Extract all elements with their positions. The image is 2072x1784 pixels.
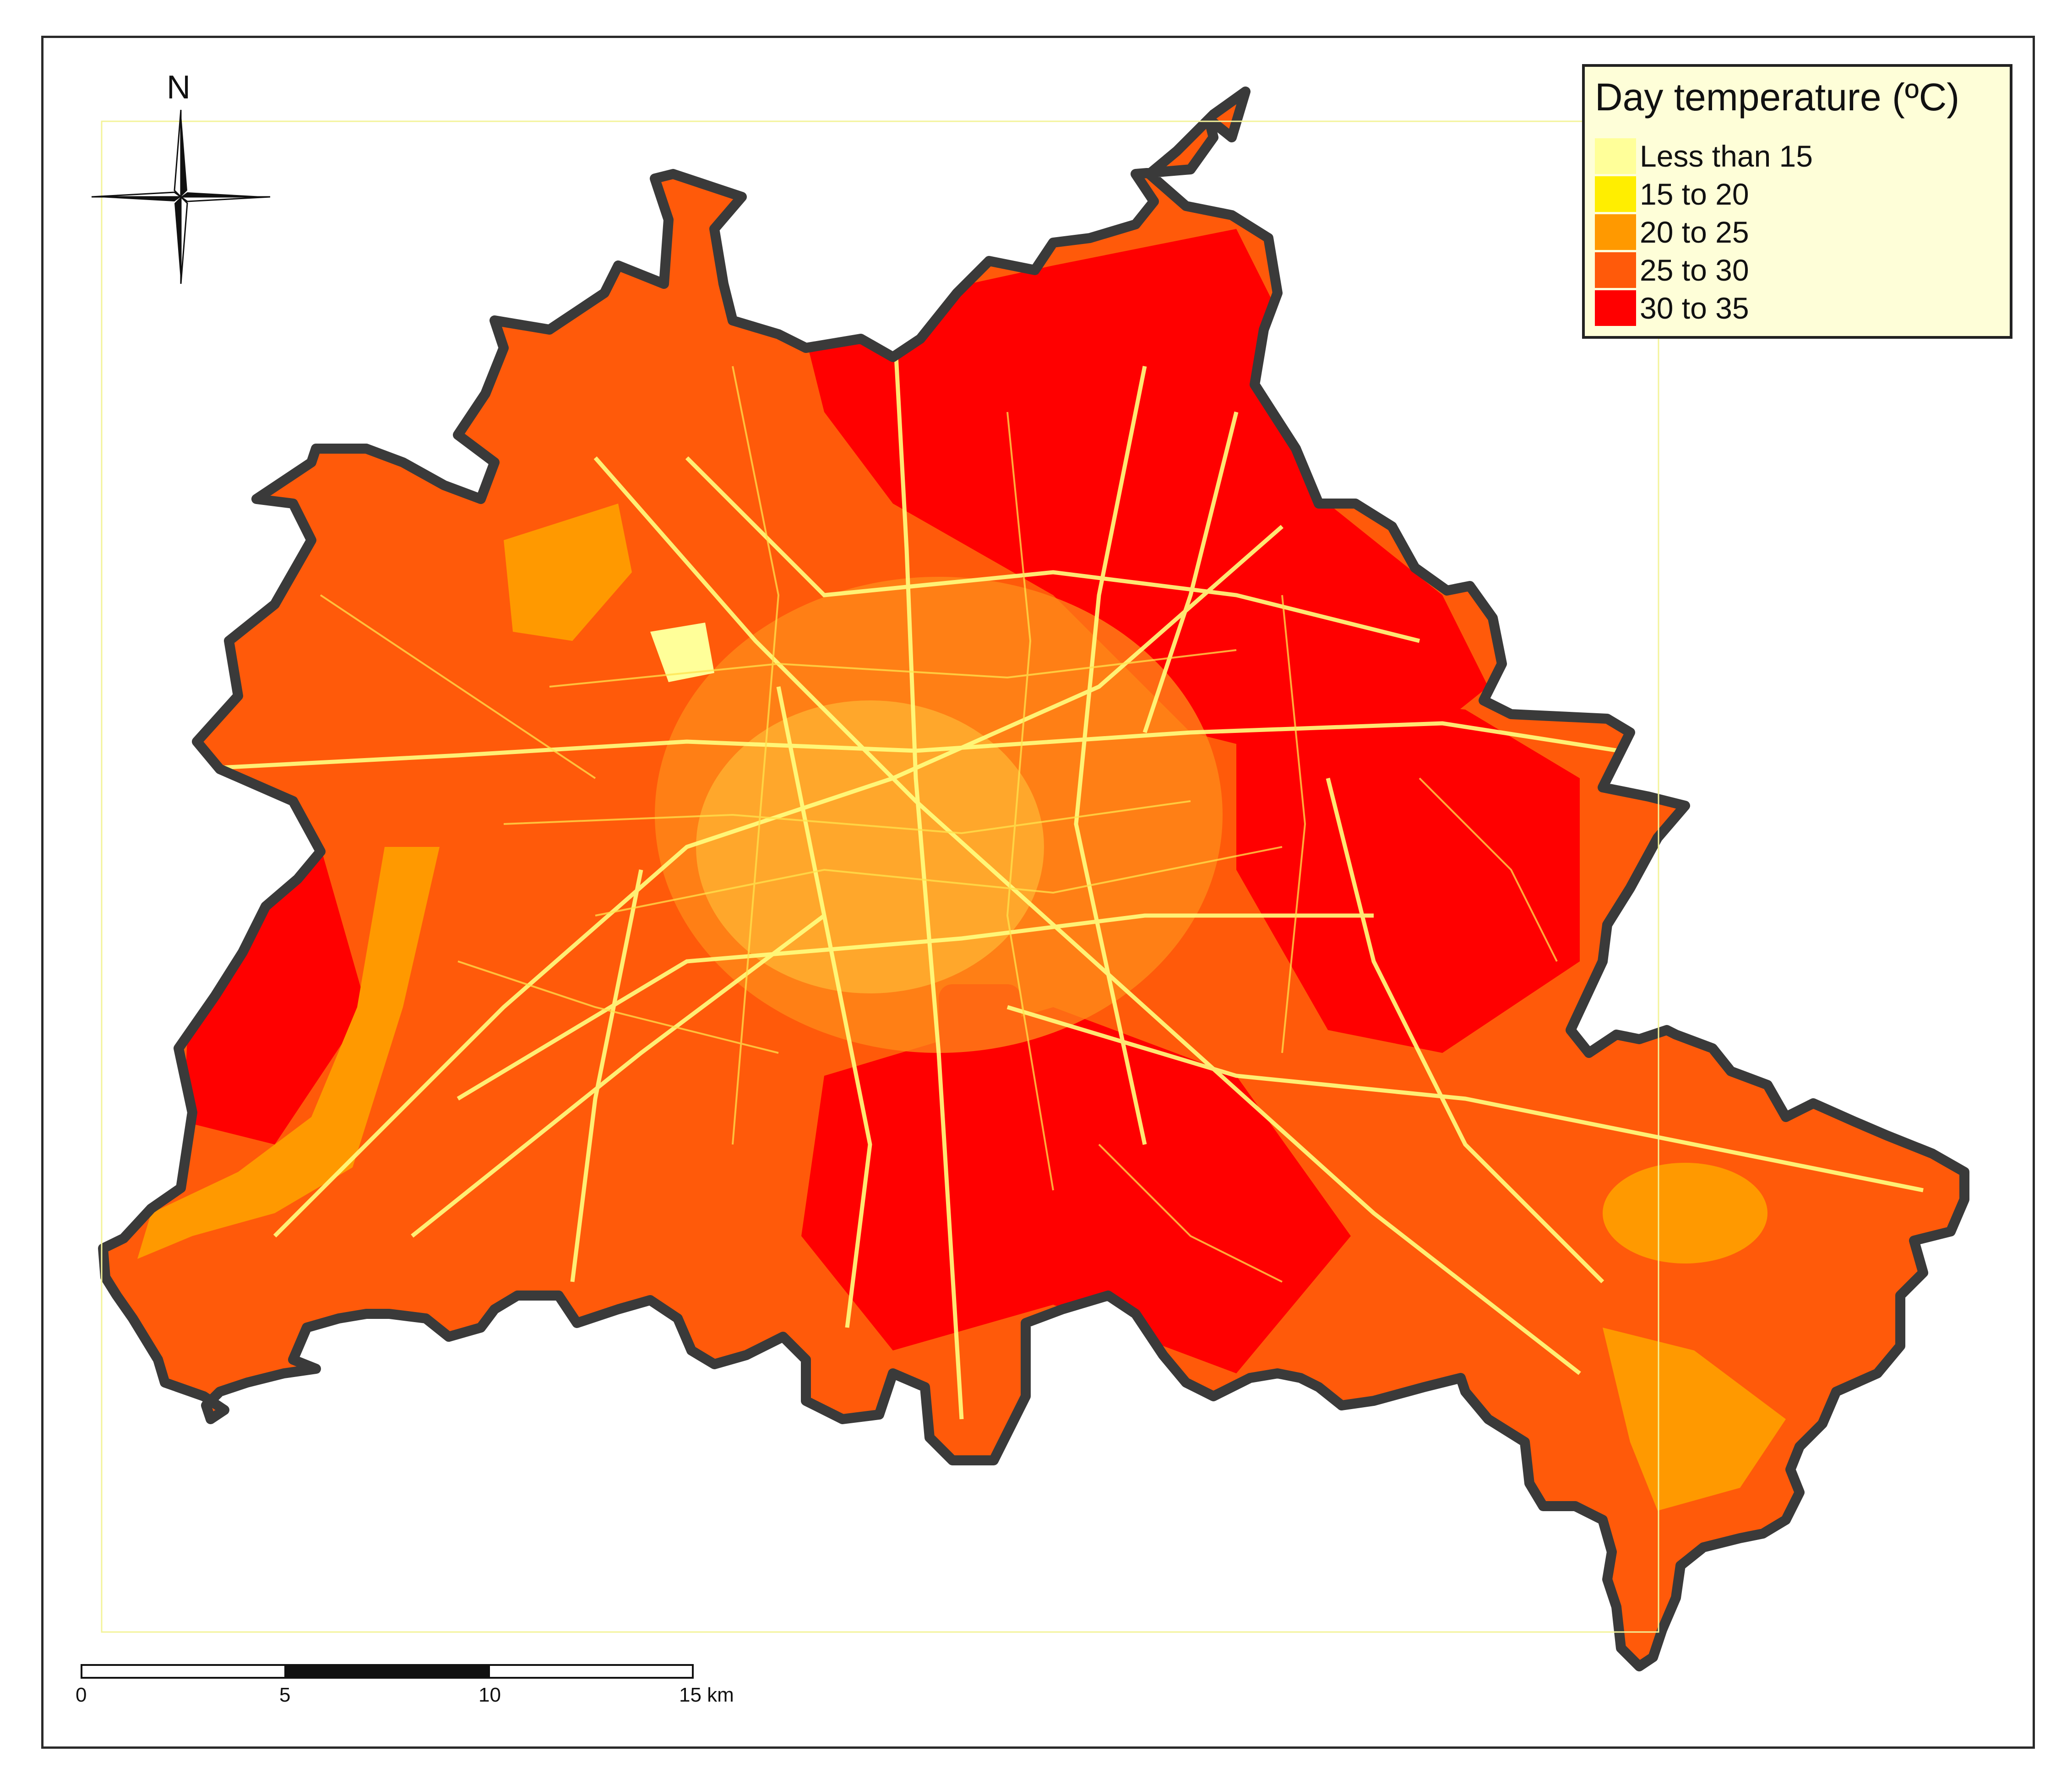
scale-bar xyxy=(81,1664,694,1679)
minor-roads xyxy=(320,366,1558,1283)
legend-label: 30 to 35 xyxy=(1640,291,1749,325)
legend-item-less-than-15: Less than 15 xyxy=(1595,138,1813,174)
legend-title: Day temperature (ºC) xyxy=(1595,76,1960,119)
legend-item-20-to-25: 20 to 25 xyxy=(1595,214,1749,250)
legend-swatch xyxy=(1595,252,1636,288)
zone-15-20-inner xyxy=(696,700,1044,993)
legend-label: 20 to 25 xyxy=(1640,215,1749,249)
zone-20-25-grunewald xyxy=(137,847,440,1259)
zone-20-25-tegel xyxy=(504,504,632,641)
legend-item-15-to-20: 15 to 20 xyxy=(1595,176,1749,212)
legend-label: 25 to 30 xyxy=(1640,253,1749,287)
zone-30-35-south xyxy=(801,1007,1351,1373)
legend-item-30-to-35: 30 to 35 xyxy=(1595,290,1749,326)
legend-swatch xyxy=(1595,290,1636,326)
north-arrow-icon xyxy=(91,109,271,284)
north-label: N xyxy=(167,69,190,106)
zone-20-25-mueggelsee xyxy=(1603,1163,1767,1263)
data-extent-frame xyxy=(101,120,1659,1633)
zone-30-35-east xyxy=(1236,687,1580,1053)
zone-30-35-north xyxy=(801,229,1488,778)
legend-label: 15 to 20 xyxy=(1640,177,1749,211)
scale-tick-10: 10 xyxy=(479,1684,501,1706)
legend-swatch xyxy=(1595,176,1636,212)
scale-tick-5: 5 xyxy=(279,1684,291,1706)
legend-swatch xyxy=(1595,138,1636,174)
legend-item-25-to-30: 25 to 30 xyxy=(1595,252,1749,288)
zone-20-25-southeast xyxy=(1603,1328,1786,1511)
legend: Day temperature (ºC) Less than 15 15 to … xyxy=(1582,64,2012,339)
road-network xyxy=(192,297,1924,1420)
scale-tick-0: 0 xyxy=(76,1684,87,1706)
legend-label: Less than 15 xyxy=(1640,139,1813,173)
legend-swatch xyxy=(1595,214,1636,250)
scale-tick-15-km: 15 km xyxy=(679,1684,734,1706)
zone-less-than-15-airport xyxy=(650,623,714,682)
